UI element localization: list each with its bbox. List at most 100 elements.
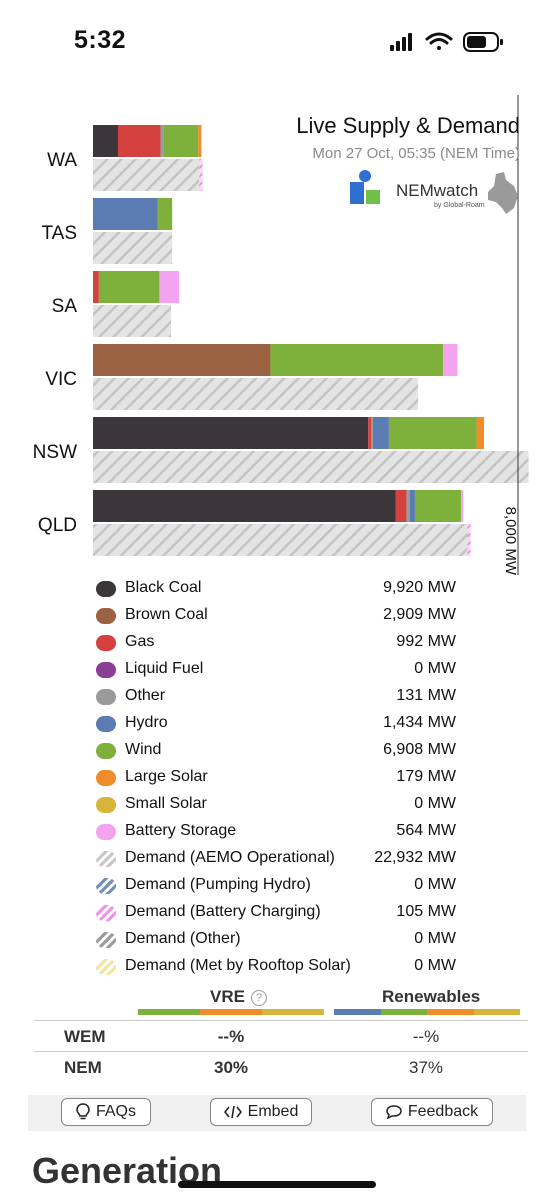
legend-swatch: [96, 797, 116, 813]
chart-title: Live Supply & Demand: [296, 113, 520, 138]
legend-swatch: [96, 959, 116, 975]
bar-sa-demand[interactable]: [93, 305, 172, 337]
legend-item-liquid-fuel[interactable]: Liquid Fuel 0 MW: [96, 656, 466, 683]
legend-item-battery-storage[interactable]: Battery Storage 564 MW: [96, 818, 466, 845]
legend-value: 6,908 MW: [383, 741, 456, 758]
legend-label: Small Solar: [125, 795, 207, 812]
legend: Black Coal 9,920 MW Brown Coal 2,909 MW Gas 9…: [96, 575, 466, 980]
nemwatch-logo[interactable]: NEMwatch by Global-Roam: [348, 170, 523, 218]
bar-qld-other[interactable]: [406, 490, 410, 522]
faqs-button[interactable]: FAQs: [61, 1098, 151, 1126]
legend-swatch: [96, 770, 116, 786]
legend-value: 179 MW: [396, 768, 456, 785]
bar-nsw-large-solar[interactable]: [476, 417, 484, 449]
speech-bubble-icon: [386, 1105, 402, 1119]
legend-label: Brown Coal: [125, 606, 208, 623]
legend-item-other[interactable]: Other 131 MW: [96, 683, 466, 710]
legend-item-black-coal[interactable]: Black Coal 9,920 MW: [96, 575, 466, 602]
bar-wa-large-solar[interactable]: [198, 125, 202, 157]
legend-swatch: [96, 689, 116, 705]
bar-tas-demand[interactable]: [93, 232, 173, 264]
legend-label: Black Coal: [125, 579, 202, 596]
region-label-vic: VIC: [45, 369, 77, 390]
legend-item-demand-rooftop[interactable]: Demand (Met by Rooftop Solar) 0 MW: [96, 953, 466, 980]
legend-value: 22,932 MW: [374, 849, 456, 866]
bar-qld-demand[interactable]: [93, 524, 468, 556]
legend-swatch: [96, 608, 116, 624]
bar-sa-battery-storage[interactable]: [159, 271, 180, 303]
legend-item-brown-coal[interactable]: Brown Coal 2,909 MW: [96, 602, 466, 629]
legend-label: Gas: [125, 633, 155, 650]
bar-vic-wind[interactable]: [270, 344, 444, 376]
legend-item-large-solar[interactable]: Large Solar 179 MW: [96, 764, 466, 791]
bar-qld-gas[interactable]: [395, 490, 407, 522]
renewables-table: VRE? Renewables WEM --% --% NEM 30% 37%: [34, 983, 528, 1083]
legend-label: Hydro: [125, 714, 168, 731]
legend-item-hydro[interactable]: Hydro 1,434 MW: [96, 710, 466, 737]
bar-nsw-wind[interactable]: [388, 417, 477, 449]
help-icon[interactable]: ?: [250, 989, 267, 1006]
legend-label: Demand (Other): [125, 930, 241, 947]
feedback-button[interactable]: Feedback: [371, 1098, 493, 1126]
row-label-nem: NEM: [64, 1058, 102, 1077]
home-indicator[interactable]: [178, 1181, 376, 1188]
status-icons: [390, 32, 503, 52]
legend-item-demand-operational[interactable]: Demand (AEMO Operational) 22,932 MW: [96, 845, 466, 872]
legend-swatch: [96, 851, 116, 867]
bar-vic-battery-storage[interactable]: [443, 344, 458, 376]
legend-value: 9,920 MW: [383, 579, 456, 596]
legend-value: 992 MW: [396, 633, 456, 650]
legend-value: 0 MW: [414, 957, 456, 974]
bar-nsw-black-coal[interactable]: [93, 417, 369, 449]
legend-value: 1,434 MW: [383, 714, 456, 731]
nem-vre-value: 30%: [213, 1058, 249, 1077]
bar-sa-gas[interactable]: [93, 271, 99, 303]
nem-renewables-value: 37%: [408, 1058, 444, 1077]
bar-tas-hydro[interactable]: [93, 198, 158, 230]
legend-label: Demand (Met by Rooftop Solar): [125, 957, 351, 974]
legend-swatch: [96, 635, 116, 651]
legend-swatch: [96, 581, 116, 597]
code-icon: [223, 1105, 242, 1119]
bar-wa-other[interactable]: [160, 125, 164, 157]
status-time: 5:32: [74, 26, 127, 54]
legend-item-demand-other[interactable]: Demand (Other) 0 MW: [96, 926, 466, 953]
nemwatch-logo-icon: NEMwatch by Global-Roam: [350, 170, 518, 214]
bar-nsw-hydro[interactable]: [372, 417, 389, 449]
bar-sa-wind[interactable]: [98, 271, 160, 303]
legend-swatch: [96, 905, 116, 921]
bar-nsw-other[interactable]: [371, 417, 373, 449]
bar-wa-wind[interactable]: [163, 125, 199, 157]
faqs-label: FAQs: [95, 1103, 136, 1120]
bar-wa-battery-charging[interactable]: [199, 159, 203, 191]
feedback-label: Feedback: [407, 1103, 479, 1120]
legend-item-small-solar[interactable]: Small Solar 0 MW: [96, 791, 466, 818]
supply-demand-chart: WA TAS SA VIC NSW QLD 8,000 MW: [0, 95, 554, 585]
legend-value: 131 MW: [396, 687, 456, 704]
logo-text: NEMwatch: [396, 181, 478, 200]
bar-wa-demand[interactable]: [93, 159, 200, 191]
bar-qld-battery-charging[interactable]: [467, 524, 471, 556]
legend-label: Liquid Fuel: [125, 660, 204, 677]
bar-qld-hydro[interactable]: [409, 490, 415, 522]
bar-nsw-demand[interactable]: [93, 451, 529, 483]
bar-vic-brown-coal[interactable]: [93, 344, 271, 376]
legend-item-demand-pumping-hydro[interactable]: Demand (Pumping Hydro) 0 MW: [96, 872, 466, 899]
embed-button[interactable]: Embed: [210, 1098, 312, 1126]
bar-vic-demand[interactable]: [93, 378, 419, 410]
legend-item-wind[interactable]: Wind 6,908 MW: [96, 737, 466, 764]
bar-wa-black-coal[interactable]: [93, 125, 118, 157]
renewables-header: Renewables: [382, 987, 481, 1006]
bar-qld-battery-storage[interactable]: [461, 490, 464, 522]
bar-nsw-gas[interactable]: [368, 417, 372, 449]
legend-item-gas[interactable]: Gas 992 MW: [96, 629, 466, 656]
legend-item-demand-battery-charging[interactable]: Demand (Battery Charging) 105 MW: [96, 899, 466, 926]
table-divider: [34, 1051, 528, 1052]
bar-qld-wind[interactable]: [414, 490, 462, 522]
bar-tas-wind[interactable]: [157, 198, 173, 230]
bar-qld-black-coal[interactable]: [93, 490, 396, 522]
legend-value: 2,909 MW: [383, 606, 456, 623]
action-bar: FAQs Embed Feedback: [28, 1095, 526, 1131]
bar-wa-gas[interactable]: [117, 125, 161, 157]
legend-label: Large Solar: [125, 768, 208, 785]
